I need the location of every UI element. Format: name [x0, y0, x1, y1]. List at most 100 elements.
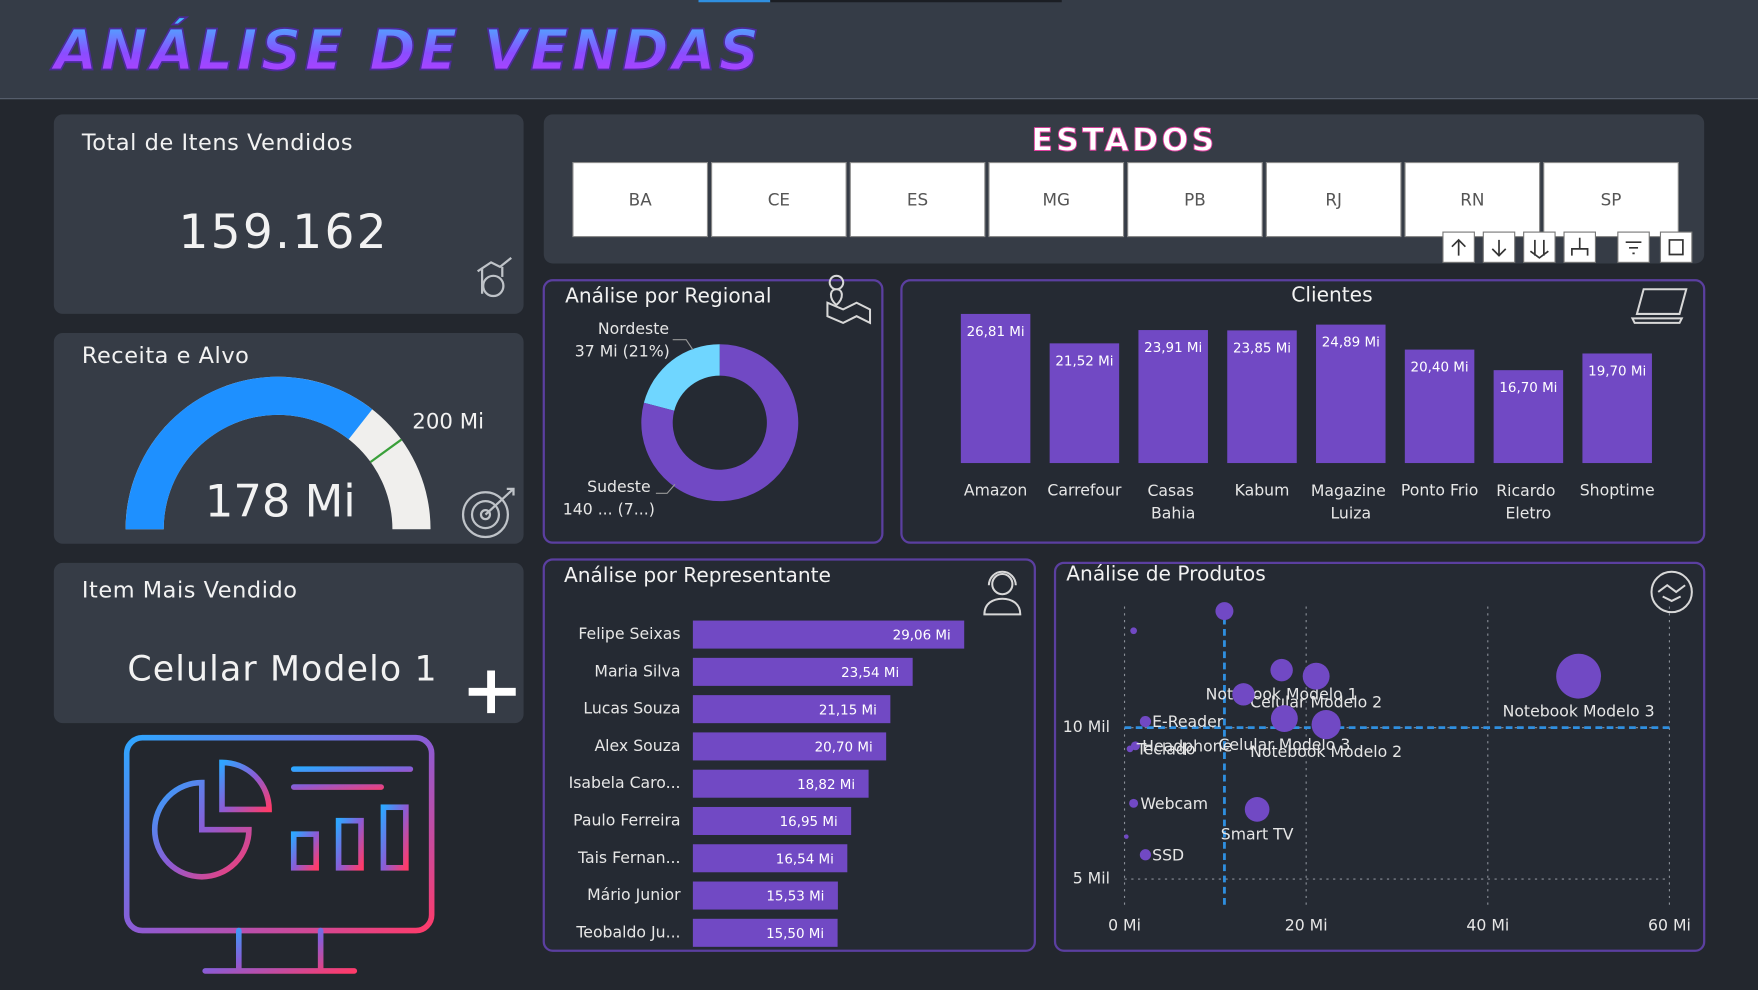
bar-value-label: 15,53 Mi — [766, 890, 824, 905]
point-label: Webcam — [1140, 794, 1208, 813]
visual-toolbar — [1442, 231, 1693, 263]
bar — [1404, 349, 1475, 464]
page-title: ANÁLISE DE VENDAS — [50, 15, 763, 83]
point-label: Headphone — [1142, 736, 1232, 755]
point-label: Celular Modelo 3 — [1218, 735, 1350, 754]
bar-value-label: 21,15 Mi — [819, 703, 877, 718]
bar — [692, 695, 891, 724]
y-tick-label: Isabela Caro... — [569, 773, 681, 792]
bar — [692, 806, 852, 835]
scatter-point — [1302, 662, 1330, 690]
bar — [1049, 343, 1120, 464]
card — [53, 562, 524, 724]
slicer-item-label[interactable]: ES — [907, 190, 928, 210]
point-label: SSD — [1152, 845, 1184, 864]
plus-icon — [468, 670, 516, 714]
slicer-item-label[interactable]: SP — [1601, 190, 1622, 210]
bar — [692, 769, 869, 798]
donut-slice — [641, 344, 799, 502]
slicer-item-label[interactable]: BA — [629, 190, 653, 210]
point-label: E-Reader — [1152, 712, 1224, 731]
point-label: Smart TV — [1221, 825, 1294, 844]
charts: Análise por Regional Nordeste 37 Mi (21%) S… — [563, 282, 1691, 947]
bar-value-label: 24,89 Mi — [1322, 336, 1380, 351]
bar-value-label: 29,06 Mi — [893, 629, 951, 644]
slicer-item[interactable] — [711, 162, 847, 238]
bar — [1493, 370, 1564, 464]
y-tick-label: 5 Mil — [1073, 869, 1110, 888]
scatter-point — [1215, 602, 1234, 621]
chart-title: Clientes — [1291, 282, 1372, 306]
donut-category-label: Nordeste — [598, 319, 669, 338]
slicer-item-label[interactable]: RN — [1460, 190, 1484, 210]
bar-value-label: 20,40 Mi — [1411, 361, 1469, 376]
scatter-point — [1124, 834, 1129, 839]
bar-value-label: 16,95 Mi — [780, 815, 838, 830]
y-tick-label: Tais Fernan... — [577, 848, 681, 867]
laptop-icon — [1630, 288, 1688, 324]
point-label: Celular Modelo 2 — [1250, 693, 1382, 712]
tab-indicator — [698, 0, 771, 3]
slicer-item[interactable] — [988, 162, 1125, 238]
y-tick-label: Mário Junior — [587, 885, 681, 904]
gauge-value — [125, 376, 373, 530]
donut-slice — [643, 344, 720, 411]
bar-value-label: 26,81 Mi — [967, 325, 1025, 340]
gauge-target-label: 200 Mi — [412, 410, 484, 435]
card-label: Total de Itens Vendidos — [81, 130, 353, 156]
bar-value-label: 15,50 Mi — [766, 927, 824, 942]
card-value: Celular Modelo 1 — [127, 649, 437, 689]
x-tick-label: Ponto Frio — [1401, 481, 1478, 500]
panel — [1053, 561, 1706, 952]
panel — [542, 279, 884, 544]
bar — [1227, 330, 1297, 464]
bar — [692, 918, 838, 947]
x-tick-label: 40 Mi — [1466, 916, 1509, 935]
tab-indicator — [770, 0, 1062, 3]
scatter-point — [1232, 683, 1255, 706]
slicer-item[interactable] — [572, 162, 709, 238]
slicer-item[interactable] — [1265, 162, 1402, 238]
y-tick-label: Teobaldo Ju... — [575, 922, 680, 941]
point-label: Notebook Modelo 2 — [1250, 742, 1402, 761]
point-label: Notebook Modelo 3 — [1503, 702, 1655, 721]
donut-category-label: Sudeste — [587, 477, 651, 496]
x-tick-label: Amazon — [964, 481, 1027, 500]
x-tick-label: Kabum — [1235, 481, 1290, 500]
y-tick-label: Maria Silva — [594, 661, 680, 680]
x-tick-label: Shoptime — [1580, 481, 1655, 500]
bar — [1138, 330, 1208, 464]
y-tick-label: Felipe Seixas — [578, 624, 680, 643]
slicer-item[interactable] — [1127, 162, 1263, 238]
bar — [1582, 353, 1652, 464]
scatter-point — [1270, 705, 1298, 733]
bar-value-label: 23,85 Mi — [1233, 341, 1291, 356]
target-icon — [461, 487, 515, 539]
x-tick-label: 60 Mi — [1648, 916, 1691, 935]
x-tick-label: Casas Bahia — [1147, 481, 1199, 522]
bar — [692, 620, 965, 649]
map-icon — [826, 274, 872, 325]
money-icon — [476, 256, 512, 298]
slicer-item[interactable] — [1543, 162, 1679, 238]
slicer-item-label[interactable]: PB — [1184, 190, 1206, 210]
slicer-item-label[interactable]: MG — [1042, 190, 1070, 210]
bar — [1316, 324, 1386, 464]
bar-value-label: 21,52 Mi — [1055, 354, 1113, 369]
gauge-target — [369, 438, 403, 463]
y-tick-label: Lucas Souza — [583, 699, 680, 718]
scatter-point — [1129, 798, 1139, 808]
slicer-item-label[interactable]: RJ — [1325, 190, 1342, 210]
gauge: Receita e Alvo 200 Mi 178 Mi — [82, 343, 484, 530]
y-tick-label: Alex Souza — [594, 736, 680, 755]
leader-line — [655, 483, 676, 494]
y-tick-label: Paulo Ferreira — [573, 810, 680, 829]
slicer-item[interactable] — [849, 162, 986, 238]
bar-value-label: 19,70 Mi — [1588, 364, 1646, 379]
toolbar-button[interactable] — [1659, 231, 1693, 263]
bar — [692, 881, 838, 910]
bar-value-label: 23,54 Mi — [841, 666, 899, 681]
donut-value-label: 140 ... (7...) — [563, 500, 655, 519]
slicer-item-label[interactable]: CE — [768, 190, 790, 210]
